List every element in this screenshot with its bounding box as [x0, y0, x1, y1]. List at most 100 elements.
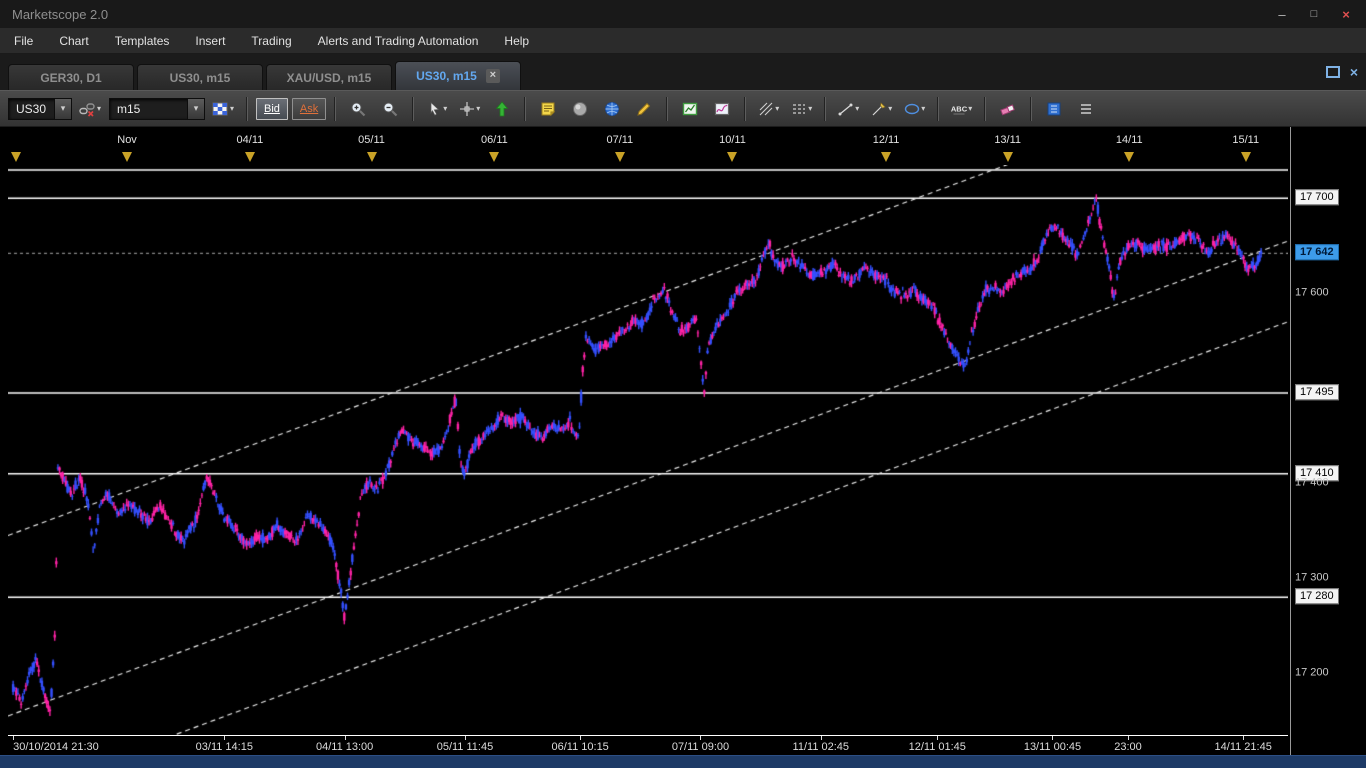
time-tick-label: 14/11 — [1115, 134, 1143, 146]
tab-label: XAU/USD, m15 — [286, 70, 372, 85]
chart-area: Nov 04/11 05/11 06/11 07/11 10/11 12/11 13/11 14… — [0, 127, 1290, 755]
note-icon — [540, 100, 557, 117]
menu-alerts-automation[interactable]: Alerts and Trading Automation — [317, 33, 479, 48]
angle-tools-icon — [757, 100, 774, 117]
svg-text:ABC: ABC — [951, 104, 967, 113]
period-value: m15 — [117, 101, 141, 116]
price-tick-label: 17 200 — [1295, 666, 1329, 679]
note-button[interactable] — [534, 96, 562, 122]
chevron-down-icon: ▾ — [855, 104, 860, 113]
time-tick — [464, 736, 466, 740]
pen-line-button[interactable]: ▾ — [867, 96, 896, 122]
price-tick-label: 17 600 — [1295, 286, 1329, 299]
eraser-button[interactable] — [994, 96, 1022, 122]
chart-image-button[interactable] — [676, 96, 704, 122]
sphere-button[interactable] — [566, 96, 594, 122]
ask-toggle-button[interactable]: Ask — [291, 97, 327, 120]
tab-us30-m15-active[interactable]: US30, m15 × — [395, 61, 521, 90]
tab-us30-m15-1[interactable]: US30, m15 — [137, 64, 263, 90]
pen-line-icon — [870, 100, 887, 117]
pointer-icon — [425, 100, 442, 117]
time-marker-icon — [10, 152, 21, 162]
chart-image-icon — [682, 100, 699, 117]
unlink-button[interactable]: ▾ — [76, 96, 105, 122]
zoom-out-button[interactable] — [376, 96, 404, 122]
text-tool-button[interactable]: ABC ▾ — [947, 96, 976, 122]
menu-trading[interactable]: Trading — [251, 33, 292, 48]
time-tick-label: 15/11 — [1232, 134, 1260, 146]
price-axis[interactable]: 17 700 17 642 17 600 17 495 17 410 17 400 17 3… — [1290, 127, 1366, 755]
toolbar-separator — [246, 96, 248, 121]
autoscale-button[interactable] — [488, 96, 516, 122]
time-tick — [937, 736, 939, 740]
time-tick — [1128, 736, 1129, 740]
tab-ger30-d1[interactable]: GER30, D1 — [8, 64, 134, 90]
period-combobox[interactable]: m15 ▾ — [109, 97, 205, 120]
pencil-icon — [636, 100, 653, 117]
time-marker-icon — [1124, 152, 1135, 162]
minimize-button[interactable]: – — [1278, 6, 1286, 22]
crosshair-icon — [458, 100, 475, 117]
toolbar-separator — [937, 96, 940, 121]
unlink-icon — [79, 100, 96, 117]
angle-tools-button[interactable]: ▾ — [754, 96, 783, 122]
window-title: Marketscope 2.0 — [12, 6, 109, 22]
time-axis-top[interactable]: Nov 04/11 05/11 06/11 07/11 10/11 12/11 13/11 14… — [8, 127, 1288, 165]
menu-bar: File Chart Templates Insert Trading Aler… — [0, 28, 1366, 54]
indicator-image-button[interactable] — [708, 96, 736, 122]
price-tick-label: 17 495 — [1295, 384, 1339, 401]
tab-label: US30, m15 — [169, 70, 231, 85]
globe-button[interactable] — [598, 96, 626, 122]
time-marker-icon — [881, 152, 892, 162]
time-axis-bottom[interactable]: 30/10/2014 21:30 03/11 14:15 04/11 13:00 05… — [8, 735, 1288, 756]
time-tick — [344, 736, 346, 740]
tab-xauusd-m15[interactable]: XAU/USD, m15 — [266, 64, 392, 90]
tab-label: US30, m15 — [416, 69, 477, 83]
pencil-button[interactable] — [630, 96, 658, 122]
menu-file[interactable]: File — [14, 33, 34, 48]
toolbar-separator — [824, 96, 827, 121]
tab-label: GER30, D1 — [40, 70, 102, 85]
chart-type-icon — [212, 100, 229, 117]
chart-type-button[interactable]: ▾ — [209, 96, 238, 122]
time-marker-icon — [1240, 152, 1251, 162]
menu-templates[interactable]: Templates — [114, 33, 170, 48]
time-tick-label: 05/11 11:45 — [436, 741, 494, 753]
sphere-icon — [572, 100, 589, 117]
chevron-down-icon: ▾ — [968, 104, 973, 113]
symbol-combobox[interactable]: US30 ▾ — [8, 97, 72, 120]
menu-chart[interactable]: Chart — [59, 33, 89, 48]
price-tick-label: 17 300 — [1295, 571, 1329, 584]
restore-child-icon[interactable] — [1325, 66, 1340, 78]
close-button[interactable]: × — [1342, 6, 1350, 22]
chevron-down-icon[interactable]: ▾ — [187, 98, 204, 119]
globe-icon — [604, 100, 621, 117]
menu-help[interactable]: Help — [504, 33, 530, 48]
close-child-icon[interactable]: × — [1349, 64, 1358, 80]
grid-anchor-button[interactable] — [1040, 96, 1068, 122]
toolbar-separator — [666, 96, 669, 121]
candlestick-canvas[interactable] — [8, 165, 1288, 735]
time-tick-label: Nov — [117, 134, 137, 146]
price-tick-label: 17 410 — [1295, 464, 1339, 481]
time-marker-icon — [727, 152, 738, 162]
close-tab-icon[interactable]: × — [485, 69, 500, 83]
pointer-button[interactable]: ▾ — [422, 96, 451, 122]
trend-lines-button[interactable]: ▾ — [834, 96, 863, 122]
line-patterns-button[interactable]: ▾ — [787, 96, 816, 122]
time-tick-label: 14/11 21:45 — [1214, 741, 1272, 753]
toolbar-separator — [984, 96, 987, 121]
crosshair-button[interactable]: ▾ — [455, 96, 484, 122]
zoom-in-button[interactable] — [344, 96, 372, 122]
time-tick-label: 04/11 — [236, 134, 264, 146]
time-tick-label: 07/11 09:00 — [671, 741, 730, 753]
chevron-down-icon[interactable]: ▾ — [54, 98, 71, 119]
indicator-image-icon — [714, 100, 731, 117]
list-button[interactable] — [1072, 96, 1100, 122]
chart-plot[interactable] — [8, 165, 1288, 735]
bid-toggle-button[interactable]: Bid — [256, 97, 288, 120]
maximize-button[interactable]: □ — [1310, 8, 1318, 20]
menu-insert[interactable]: Insert — [195, 33, 226, 48]
ellipse-button[interactable]: ▾ — [900, 96, 929, 122]
price-tick-label: 17 400 — [1295, 476, 1329, 489]
